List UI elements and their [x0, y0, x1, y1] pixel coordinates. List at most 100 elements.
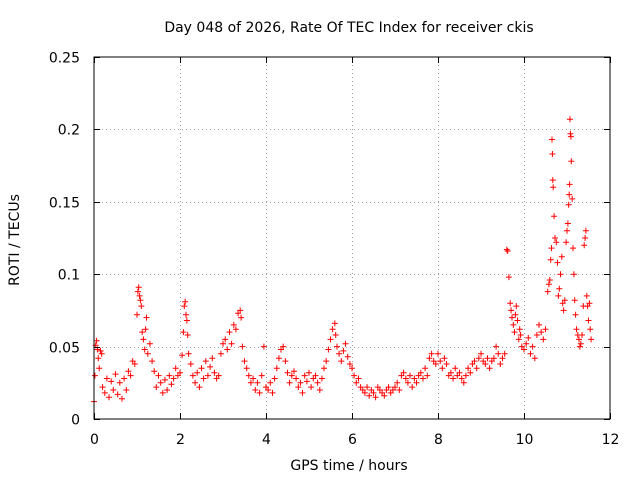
data-point — [159, 389, 166, 396]
data-point — [458, 375, 465, 382]
data-point — [560, 307, 567, 314]
data-point — [271, 375, 278, 382]
plot-frame — [93, 56, 611, 420]
data-point — [101, 389, 108, 396]
data-point — [194, 369, 201, 376]
data-point — [507, 300, 514, 307]
data-point — [505, 274, 512, 281]
chart-title: Day 048 of 2026, Rate Of TEC Index for r… — [164, 20, 533, 36]
data-point — [346, 361, 353, 367]
data-point — [355, 375, 362, 382]
data-point — [325, 346, 332, 353]
data-point — [245, 372, 252, 379]
data-point — [478, 350, 484, 357]
y-tick-label: 0.15 — [49, 196, 80, 212]
data-point — [202, 358, 209, 365]
data-point — [237, 307, 244, 314]
data-point — [420, 375, 426, 382]
data-point — [554, 259, 561, 266]
data-point — [164, 387, 171, 393]
data-point — [515, 336, 522, 343]
data-point — [381, 392, 388, 399]
data-point — [204, 372, 211, 379]
data-point — [184, 332, 191, 338]
data-point — [299, 389, 306, 396]
data-point — [183, 311, 189, 318]
data-point — [576, 336, 582, 343]
data-point — [293, 375, 300, 382]
data-point — [511, 329, 518, 336]
data-point — [182, 298, 189, 305]
data-point — [211, 369, 218, 376]
data-point — [450, 375, 457, 382]
data-point — [424, 372, 431, 379]
data-point — [351, 372, 358, 379]
data-point — [361, 389, 368, 396]
data-point — [303, 378, 310, 385]
data-point — [531, 355, 538, 362]
data-point — [556, 285, 563, 292]
data-point — [513, 303, 520, 310]
data-point — [512, 311, 519, 318]
data-point — [467, 369, 474, 376]
data-point — [308, 384, 315, 391]
data-point — [510, 321, 517, 328]
data-point — [490, 355, 497, 362]
data-point — [437, 358, 444, 365]
data-point — [157, 379, 164, 386]
data-point — [364, 384, 371, 391]
data-point — [288, 372, 295, 379]
x-tick-label: 0 — [90, 432, 99, 448]
y-axis-label: ROTI / TECUs — [7, 194, 23, 286]
data-point — [189, 372, 196, 379]
data-point — [143, 314, 150, 321]
data-point — [280, 343, 287, 350]
data-point — [394, 379, 401, 386]
data-point — [243, 365, 250, 372]
data-point — [417, 369, 424, 376]
data-point — [540, 336, 547, 343]
data-point — [183, 317, 190, 324]
data-point — [135, 284, 142, 291]
data-point — [588, 336, 595, 343]
data-point — [579, 332, 585, 338]
data-point — [312, 372, 319, 379]
data-point — [385, 384, 392, 391]
data-point — [577, 340, 584, 347]
data-point — [413, 379, 420, 386]
data-point — [323, 358, 330, 365]
y-tick-label: 0.2 — [58, 123, 80, 139]
data-point — [452, 365, 459, 372]
x-tick-label: 6 — [348, 432, 357, 448]
data-point — [226, 329, 233, 336]
data-point — [137, 297, 144, 304]
data-point — [95, 355, 102, 362]
data-point — [230, 321, 237, 328]
data-point — [548, 245, 555, 252]
data-point — [146, 340, 153, 347]
data-point — [529, 343, 536, 350]
data-point — [153, 384, 160, 391]
data-point — [366, 392, 373, 399]
data-point — [217, 350, 224, 357]
data-point — [407, 372, 413, 379]
data-point — [545, 281, 552, 288]
data-point — [192, 379, 199, 386]
data-point — [265, 387, 272, 393]
data-point — [549, 177, 556, 184]
data-point — [571, 297, 578, 304]
data-point — [209, 355, 216, 362]
data-point — [583, 292, 590, 299]
data-point — [238, 314, 245, 321]
data-point — [484, 355, 491, 362]
data-point — [432, 361, 439, 367]
data-point — [93, 337, 100, 344]
data-point — [404, 379, 411, 386]
data-point — [327, 336, 334, 343]
data-point — [108, 378, 115, 385]
data-point — [514, 317, 521, 324]
data-point — [443, 361, 450, 367]
data-point — [96, 365, 103, 372]
data-point — [509, 314, 515, 321]
